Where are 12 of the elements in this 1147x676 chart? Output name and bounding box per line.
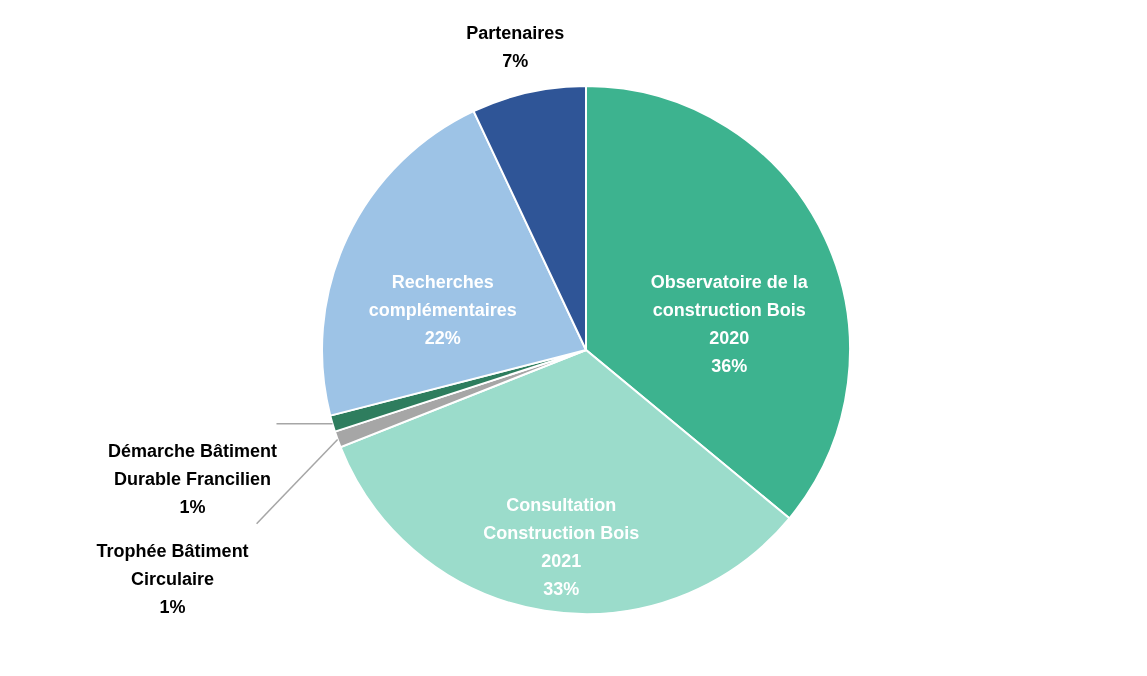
slice-label: Démarche Bâtiment Durable Francilien bbox=[107, 440, 278, 489]
data-label: 7% bbox=[502, 50, 529, 71]
slice-label: Consultation Construction Bois 2021 bbox=[483, 495, 640, 572]
data-label: 1% bbox=[179, 496, 206, 517]
data-label: 33% bbox=[543, 579, 580, 600]
slice-label: Observatoire de la construction Bois 2020 bbox=[650, 271, 809, 348]
data-label: 1% bbox=[159, 596, 186, 617]
slice-label: Partenaires bbox=[466, 22, 565, 43]
data-label: 36% bbox=[711, 355, 748, 376]
slice-label: Recherches complémentaires bbox=[368, 271, 517, 320]
data-label: 22% bbox=[424, 327, 461, 348]
slice-label: Trophée Bâtiment Circulaire bbox=[96, 540, 249, 589]
